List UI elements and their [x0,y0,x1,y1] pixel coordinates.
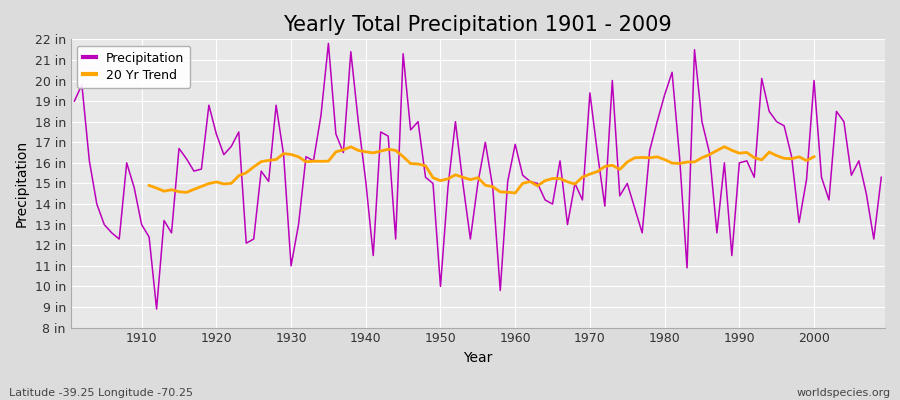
Precipitation [876,175,886,180]
Precipitation [151,307,162,312]
Precipitation [615,194,626,198]
Precipitation [69,99,80,104]
Line: Precipitation: Precipitation [75,44,881,309]
Y-axis label: Precipitation: Precipitation [15,140,29,227]
Precipitation [323,41,334,46]
X-axis label: Year: Year [464,351,492,365]
Precipitation [353,119,364,124]
20 Yr Trend [794,154,805,159]
Precipitation [301,154,311,159]
20 Yr Trend [233,173,244,178]
20 Yr Trend [509,191,520,196]
20 Yr Trend [704,152,715,157]
20 Yr Trend [726,148,737,153]
Title: Yearly Total Precipitation 1901 - 2009: Yearly Total Precipitation 1901 - 2009 [284,15,672,35]
Text: worldspecies.org: worldspecies.org [796,388,891,398]
20 Yr Trend [808,154,819,159]
Text: Latitude -39.25 Longitude -70.25: Latitude -39.25 Longitude -70.25 [9,388,193,398]
20 Yr Trend [144,183,155,188]
20 Yr Trend [719,144,730,149]
Line: 20 Yr Trend: 20 Yr Trend [149,147,814,193]
Precipitation [129,185,140,190]
Legend: Precipitation, 20 Yr Trend: Precipitation, 20 Yr Trend [76,46,190,88]
Precipitation [525,179,535,184]
20 Yr Trend [615,167,626,172]
Precipitation [518,173,528,178]
20 Yr Trend [346,144,356,149]
